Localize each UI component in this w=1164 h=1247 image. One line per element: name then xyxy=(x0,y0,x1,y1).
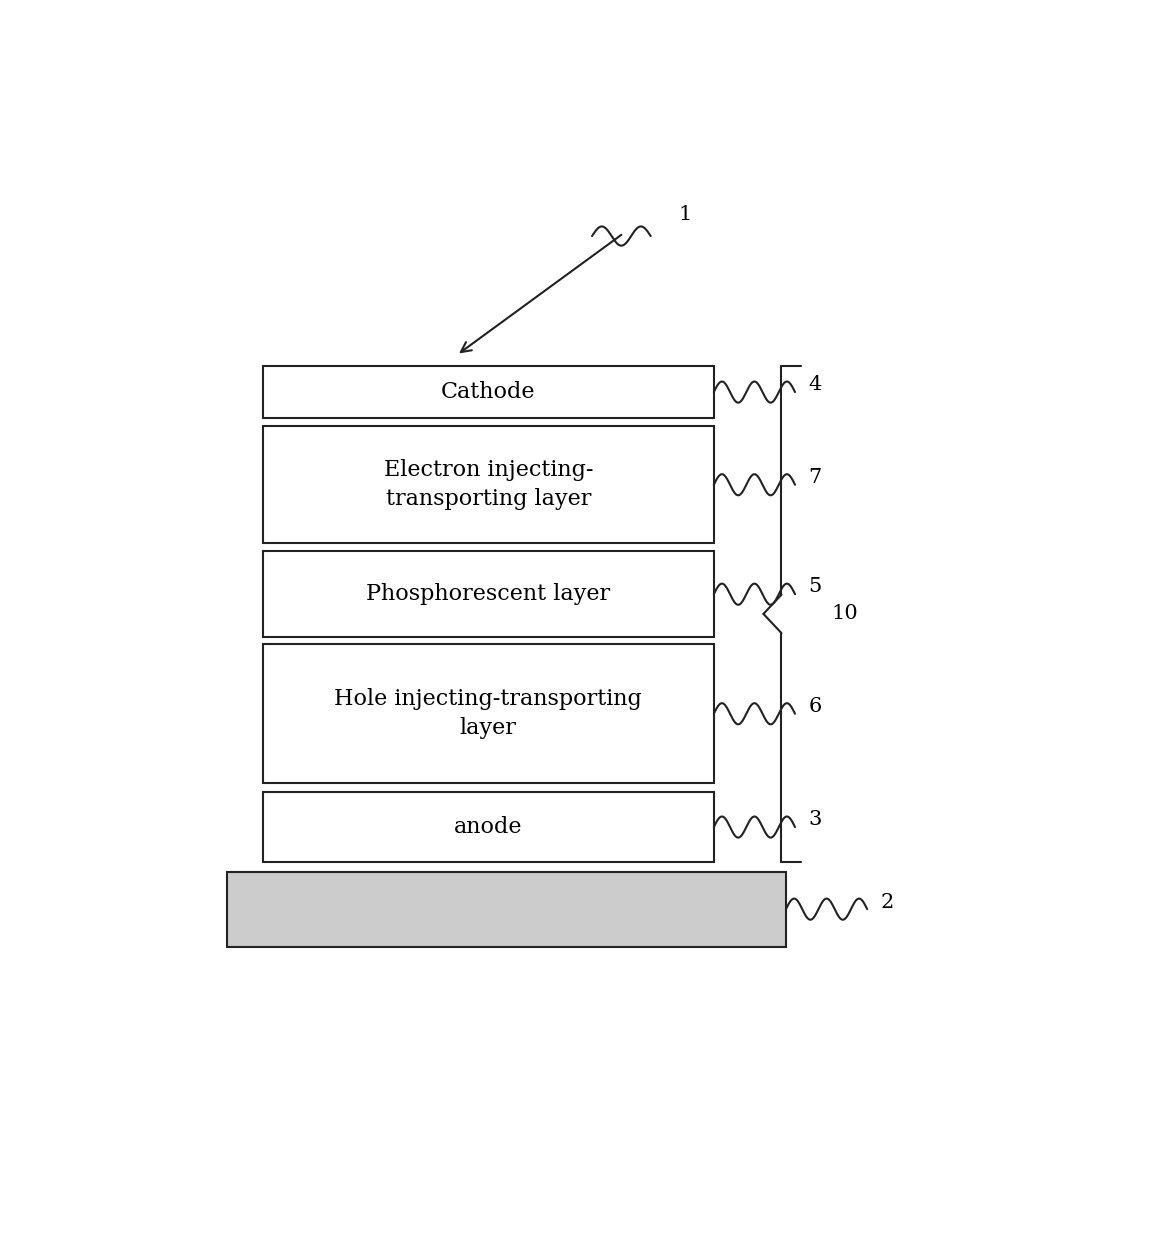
Text: anode: anode xyxy=(454,816,523,838)
Bar xyxy=(263,365,714,419)
Text: Hole injecting-transporting
layer: Hole injecting-transporting layer xyxy=(334,688,643,739)
Text: Cathode: Cathode xyxy=(441,382,535,403)
Text: 1: 1 xyxy=(679,206,691,224)
Bar xyxy=(263,551,714,637)
Text: 3: 3 xyxy=(809,809,822,829)
Bar xyxy=(263,426,714,544)
Text: 5: 5 xyxy=(809,577,822,596)
Text: 4: 4 xyxy=(809,375,822,394)
Text: 2: 2 xyxy=(881,893,894,912)
Bar xyxy=(263,792,714,862)
Text: 7: 7 xyxy=(809,468,822,486)
Bar xyxy=(263,645,714,783)
Text: Electron injecting-
transporting layer: Electron injecting- transporting layer xyxy=(384,459,592,510)
Text: 10: 10 xyxy=(831,605,858,624)
Text: Phosphorescent layer: Phosphorescent layer xyxy=(367,584,610,605)
Bar xyxy=(227,872,786,946)
Text: 6: 6 xyxy=(809,697,822,716)
